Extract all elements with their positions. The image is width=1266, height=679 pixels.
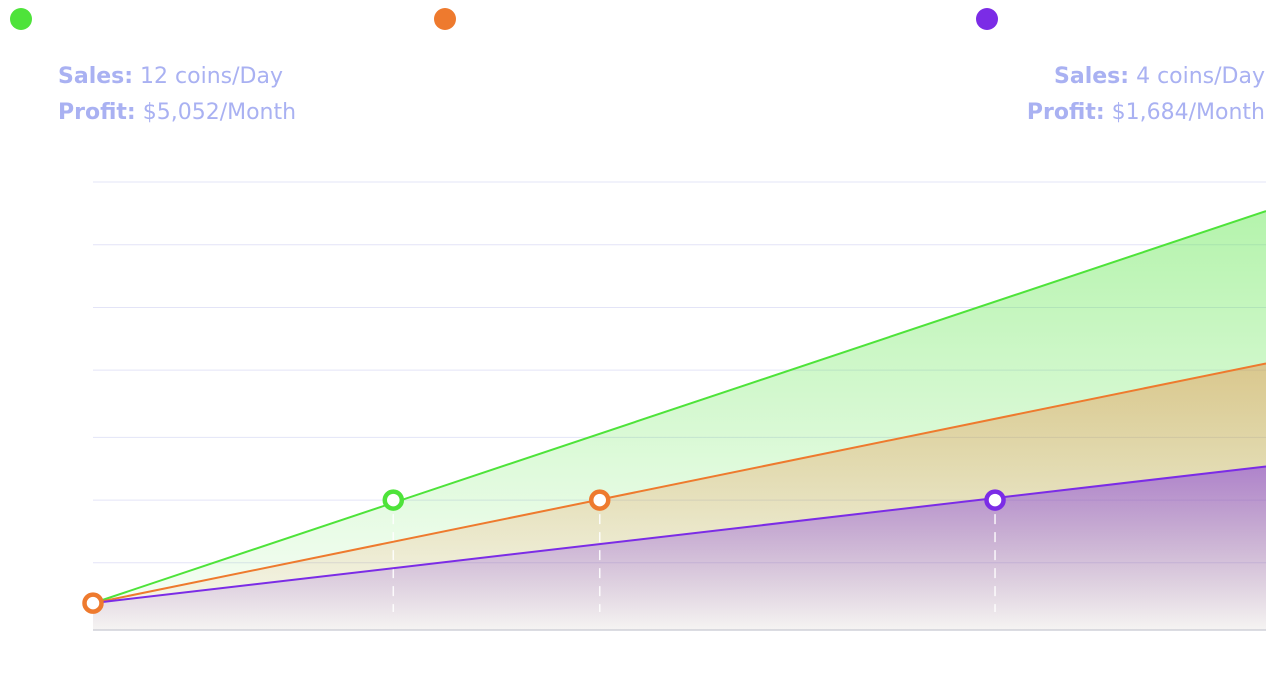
sales-label-right: Sales: [1054, 64, 1130, 89]
sales-line-right: Sales: 4 coins/Day [1027, 59, 1265, 95]
sales-value-left: 12 coins/Day [140, 64, 283, 89]
sales-label-left: Sales: [58, 64, 134, 89]
info-block-right: Sales: 4 coins/Day Profit: $1,684/Month [1027, 59, 1265, 131]
area-fill-series-2 [93, 466, 1266, 630]
sales-line-left: Sales: 12 coins/Day [58, 59, 296, 95]
series-marker-1 [588, 489, 611, 511]
legend-dot-orange [434, 8, 456, 30]
info-block-left: Sales: 12 coins/Day Profit: $5,052/Month [58, 59, 296, 131]
start-marker [82, 592, 104, 614]
profit-line-left: Profit: $5,052/Month [58, 95, 296, 131]
series-marker-2 [984, 489, 1006, 511]
profit-line-right: Profit: $1,684/Month [1027, 95, 1265, 131]
legend-dot-green [10, 8, 32, 30]
series-line-1 [92, 362, 1266, 605]
series-marker-0 [382, 489, 405, 511]
profit-value-left: $5,052/Month [142, 100, 297, 125]
profit-label-right: Profit: [1026, 100, 1105, 125]
series-line-0 [92, 210, 1266, 605]
profit-value-right: $1,684/Month [1111, 100, 1265, 125]
legend-dot-purple [976, 8, 998, 30]
sales-value-right: 4 coins/Day [1136, 64, 1265, 89]
series-line-2 [92, 465, 1266, 605]
profit-label-left: Profit: [58, 100, 136, 125]
